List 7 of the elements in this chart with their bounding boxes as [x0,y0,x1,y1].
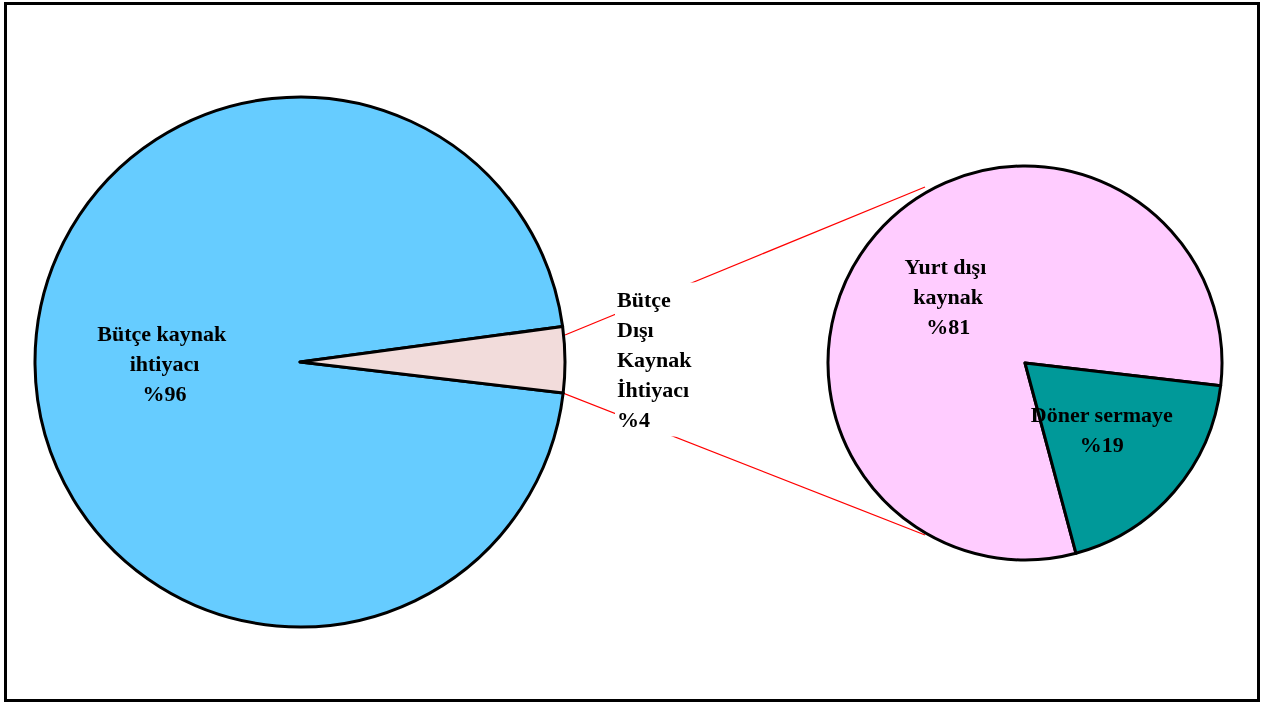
data-label: %4 [616,407,650,433]
slice-label: Bütçe Dışı Kaynak İhtiyacı [616,287,698,403]
slice-label: Bütçe kaynak ihtiyacı [97,320,232,376]
data-label: %81 [926,314,971,340]
slice-label: Yurt dışı kaynak [904,254,992,310]
data-label: %96 [142,380,187,406]
data-label: %19 [1079,431,1124,457]
